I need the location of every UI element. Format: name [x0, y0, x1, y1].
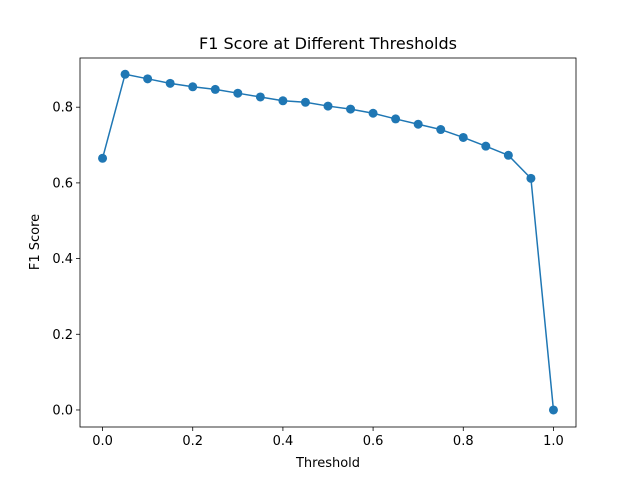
x-axis-label: Threshold: [295, 456, 360, 471]
data-point: [188, 82, 198, 92]
y-tick-label: 0.2: [52, 328, 73, 343]
data-point: [120, 69, 130, 79]
data-point: [368, 108, 378, 118]
y-tick-label: 0.8: [52, 101, 73, 116]
data-point: [143, 74, 153, 84]
data-point: [481, 141, 491, 151]
data-point: [210, 84, 220, 94]
data-point: [300, 97, 310, 107]
data-point: [436, 125, 446, 135]
chart-title: F1 Score at Different Thresholds: [199, 34, 457, 53]
x-tick-label: 1.0: [543, 434, 564, 449]
data-point: [233, 88, 243, 98]
data-point: [526, 173, 536, 183]
data-point: [503, 150, 513, 160]
y-axis-label: F1 Score: [28, 214, 43, 270]
data-point: [255, 92, 265, 102]
data-point: [98, 153, 108, 163]
data-point: [413, 119, 423, 129]
x-tick-label: 0.4: [273, 434, 294, 449]
x-tick-label: 0.0: [92, 434, 113, 449]
x-tick-label: 0.8: [453, 434, 474, 449]
series-line: [101, 73, 555, 411]
y-tick-label: 0.6: [52, 176, 73, 191]
x-tick-label: 0.2: [182, 434, 203, 449]
data-point: [391, 114, 401, 124]
data-point: [458, 132, 468, 142]
data-point: [346, 104, 356, 114]
axes-frame: [79, 57, 577, 428]
data-point: [548, 405, 558, 415]
y-tick-label: 0.4: [52, 252, 73, 267]
data-point: [165, 78, 175, 88]
plot-area: 0.0 0.2 0.4 0.6 0.8 1.0 0.0 0.2 0.4 0.6 0.8: [52, 57, 577, 449]
data-point: [278, 96, 288, 106]
data-point: [323, 101, 333, 111]
y-tick-label: 0.0: [52, 403, 73, 418]
x-tick-label: 0.6: [363, 434, 384, 449]
